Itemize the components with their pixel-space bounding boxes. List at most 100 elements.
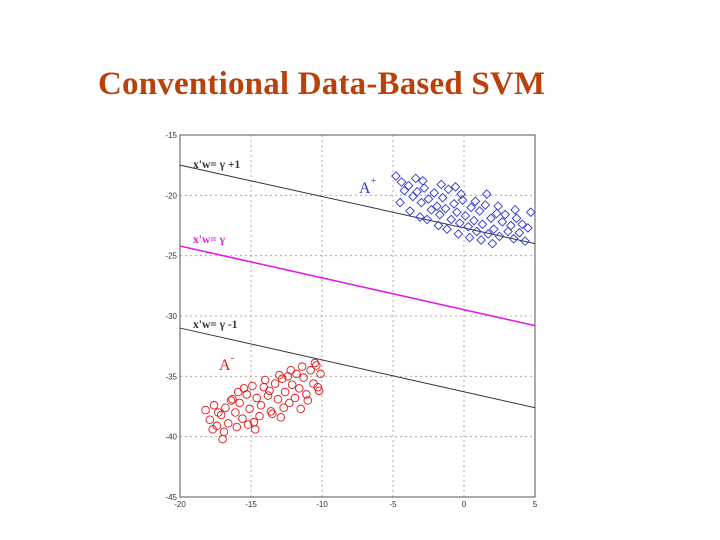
point-a-plus bbox=[483, 229, 493, 239]
label-plus-bound: x'w= γ +1 bbox=[193, 159, 240, 171]
set-label-a-plus-sup: + bbox=[371, 176, 377, 187]
point-a-plus bbox=[403, 180, 414, 191]
point-a-plus bbox=[514, 227, 525, 238]
point-a-minus bbox=[270, 379, 280, 388]
point-a-minus bbox=[285, 398, 294, 408]
hyperplane-line-1 bbox=[179, 245, 536, 327]
label-minus-bound: x'w= γ -1 bbox=[193, 319, 238, 331]
point-a-plus bbox=[391, 171, 401, 181]
point-a-plus bbox=[491, 208, 502, 219]
point-a-minus bbox=[312, 361, 321, 370]
point-a-plus bbox=[464, 232, 475, 243]
point-a-minus bbox=[295, 384, 304, 393]
point-a-plus bbox=[443, 184, 454, 195]
point-a-minus bbox=[243, 420, 253, 429]
point-a-minus bbox=[216, 410, 226, 420]
point-a-plus bbox=[488, 224, 499, 234]
point-a-minus bbox=[299, 373, 308, 382]
point-a-plus bbox=[471, 226, 482, 237]
point-a-minus bbox=[219, 427, 229, 437]
point-a-minus bbox=[280, 387, 290, 397]
point-a-minus bbox=[221, 403, 230, 412]
point-a-plus bbox=[506, 220, 516, 231]
point-a-minus bbox=[245, 404, 254, 414]
point-a-plus bbox=[399, 185, 410, 196]
y-tick-label: -40 bbox=[165, 433, 177, 442]
x-tick-label: -5 bbox=[389, 500, 397, 509]
point-a-plus bbox=[415, 212, 425, 222]
point-a-minus bbox=[214, 408, 223, 417]
y-tick-label: -45 bbox=[165, 493, 177, 502]
point-a-plus bbox=[466, 202, 476, 213]
point-a-plus bbox=[450, 182, 461, 192]
set-label-a-minus: A- bbox=[219, 353, 234, 374]
point-a-plus bbox=[416, 197, 427, 208]
point-a-plus bbox=[460, 211, 471, 221]
point-a-plus bbox=[442, 224, 452, 234]
point-a-plus bbox=[517, 219, 528, 230]
x-tick-label: 5 bbox=[533, 500, 538, 509]
point-a-plus bbox=[429, 188, 440, 198]
point-a-minus bbox=[279, 403, 288, 412]
point-a-plus bbox=[419, 183, 430, 193]
point-a-plus bbox=[422, 214, 432, 225]
point-a-plus bbox=[525, 207, 536, 218]
point-a-plus bbox=[523, 223, 533, 233]
point-a-plus bbox=[486, 213, 496, 224]
point-a-plus bbox=[410, 173, 421, 184]
y-tick-label: -25 bbox=[165, 252, 177, 261]
point-a-plus bbox=[453, 229, 464, 239]
point-a-minus bbox=[239, 384, 249, 393]
point-a-plus bbox=[405, 206, 415, 216]
point-a-plus bbox=[412, 186, 422, 197]
point-a-plus bbox=[449, 198, 459, 209]
point-a-plus bbox=[477, 219, 488, 230]
grid-lines bbox=[180, 135, 535, 497]
point-a-minus bbox=[306, 366, 315, 375]
point-a-minus bbox=[209, 401, 219, 410]
point-a-minus bbox=[316, 369, 325, 379]
slide-title: Conventional Data-Based SVM bbox=[98, 66, 546, 102]
point-a-plus bbox=[497, 217, 508, 227]
point-a-plus bbox=[508, 233, 519, 244]
point-a-minus bbox=[276, 413, 286, 422]
point-a-minus bbox=[273, 395, 283, 404]
set-label-a-minus-base: A bbox=[219, 357, 231, 374]
point-a-plus bbox=[435, 209, 445, 220]
point-a-minus bbox=[314, 386, 324, 396]
point-a-minus bbox=[238, 414, 247, 423]
point-a-minus bbox=[232, 422, 242, 432]
point-a-plus bbox=[500, 209, 511, 220]
y-tick-label: -20 bbox=[165, 191, 177, 200]
x-tick-label: -15 bbox=[245, 500, 257, 509]
point-a-minus bbox=[251, 425, 260, 434]
point-a-plus bbox=[481, 189, 492, 199]
point-a-plus bbox=[520, 236, 530, 247]
point-a-plus bbox=[493, 201, 503, 212]
hyperplane-line-0 bbox=[179, 164, 536, 245]
point-a-plus bbox=[446, 214, 457, 225]
point-a-plus bbox=[454, 218, 465, 228]
x-tick-label: -20 bbox=[174, 500, 186, 509]
point-a-plus bbox=[457, 195, 468, 205]
point-a-minus bbox=[218, 434, 227, 444]
point-a-plus bbox=[433, 220, 444, 231]
chart-labels: x'w= γ +1 x'w= γ x'w= γ -1 A+ A- bbox=[193, 159, 377, 374]
point-a-minus bbox=[266, 407, 276, 416]
data-points bbox=[201, 171, 536, 444]
point-a-minus bbox=[235, 398, 244, 408]
point-a-minus bbox=[303, 396, 313, 405]
point-a-minus bbox=[297, 362, 307, 371]
set-label-a-plus: A+ bbox=[359, 176, 377, 197]
point-a-minus bbox=[226, 396, 236, 405]
point-a-plus bbox=[469, 215, 479, 226]
point-a-plus bbox=[417, 176, 428, 186]
point-a-plus bbox=[480, 200, 491, 210]
point-a-minus bbox=[268, 409, 277, 418]
x-tick-label: 0 bbox=[462, 500, 467, 509]
point-a-minus bbox=[248, 381, 257, 391]
point-a-plus bbox=[432, 201, 442, 212]
point-a-plus bbox=[476, 235, 486, 245]
point-a-plus bbox=[463, 221, 474, 232]
point-a-plus bbox=[426, 204, 437, 215]
